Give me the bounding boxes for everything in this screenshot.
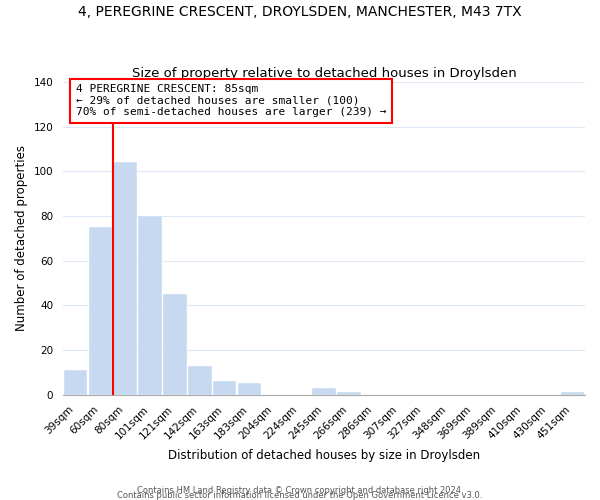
Bar <box>561 392 584 394</box>
Text: Contains HM Land Registry data © Crown copyright and database right 2024.: Contains HM Land Registry data © Crown c… <box>137 486 463 495</box>
Bar <box>89 227 112 394</box>
Bar <box>213 381 236 394</box>
Bar <box>113 162 137 394</box>
Bar <box>163 294 187 394</box>
Title: Size of property relative to detached houses in Droylsden: Size of property relative to detached ho… <box>131 66 517 80</box>
Bar <box>337 392 361 394</box>
Text: 4, PEREGRINE CRESCENT, DROYLSDEN, MANCHESTER, M43 7TX: 4, PEREGRINE CRESCENT, DROYLSDEN, MANCHE… <box>78 5 522 19</box>
Bar <box>188 366 212 394</box>
Bar <box>138 216 162 394</box>
X-axis label: Distribution of detached houses by size in Droylsden: Distribution of detached houses by size … <box>168 450 480 462</box>
Text: 4 PEREGRINE CRESCENT: 85sqm
← 29% of detached houses are smaller (100)
70% of se: 4 PEREGRINE CRESCENT: 85sqm ← 29% of det… <box>76 84 386 117</box>
Bar <box>312 388 336 394</box>
Bar <box>238 384 261 394</box>
Text: Contains public sector information licensed under the Open Government Licence v3: Contains public sector information licen… <box>118 491 482 500</box>
Y-axis label: Number of detached properties: Number of detached properties <box>15 146 28 332</box>
Bar <box>64 370 87 394</box>
